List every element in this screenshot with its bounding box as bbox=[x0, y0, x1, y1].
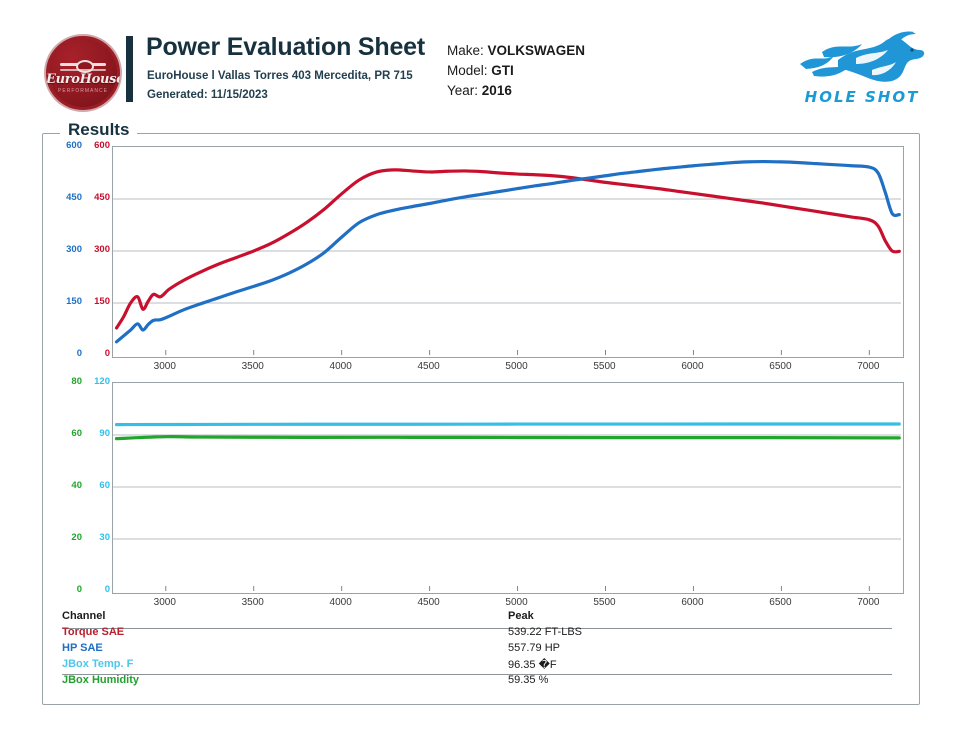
page-title: Power Evaluation Sheet bbox=[146, 33, 426, 61]
x-axis-tick-label: 7000 bbox=[857, 361, 880, 372]
channel-name: JBox Temp. F bbox=[62, 658, 134, 670]
y-axis-tick-label: 60 bbox=[99, 480, 110, 491]
environment-plot-svg bbox=[113, 422, 901, 591]
y-axis-tick-label: 600 bbox=[66, 140, 82, 151]
table-footer-rule bbox=[62, 674, 892, 675]
sheet-header: EuroHouse PERFORMANCE Power Evaluation S… bbox=[0, 0, 960, 120]
x-axis-tick-label: 5500 bbox=[593, 597, 616, 608]
vehicle-year-value: 2016 bbox=[481, 83, 512, 98]
channel-peak-table: Channel Peak Torque SAE 539.22 FT-LBS HP S… bbox=[62, 610, 892, 690]
power-torque-plot-svg bbox=[113, 159, 901, 355]
y-axis-tick-label: 0 bbox=[76, 584, 82, 595]
y-axis-tick-label: 30 bbox=[99, 532, 110, 543]
generated-date: Generated: 11/15/2023 bbox=[147, 89, 268, 101]
table-row: JBox Humidity 59.35 % bbox=[62, 674, 892, 690]
y-axis-tick-label: 120 bbox=[94, 376, 110, 387]
x-axis-tick-label: 3000 bbox=[153, 597, 176, 608]
x-axis-tick-label: 3000 bbox=[153, 361, 176, 372]
eurohouse-logo-subtext: PERFORMANCE bbox=[58, 88, 108, 94]
power-torque-chart bbox=[112, 146, 904, 358]
y-axis-tick-label: 80 bbox=[71, 376, 82, 387]
x-axis-tick-label: 6500 bbox=[769, 361, 792, 372]
flaming-horse-icon bbox=[800, 31, 925, 82]
x-axis-tick-label: 7000 bbox=[857, 597, 880, 608]
table-row: HP SAE 557.79 HP bbox=[62, 642, 892, 658]
y-axis-tick-label: 150 bbox=[94, 296, 110, 307]
x-axis-tick-label: 6000 bbox=[681, 597, 704, 608]
vehicle-make-label: Make: bbox=[447, 43, 484, 58]
x-axis-tick-label: 5500 bbox=[593, 361, 616, 372]
y-axis-tick-label: 300 bbox=[94, 244, 110, 255]
x-axis-tick-label: 4500 bbox=[417, 597, 440, 608]
vehicle-year-row: Year: 2016 bbox=[447, 81, 585, 101]
y-axis-tick-label: 90 bbox=[99, 428, 110, 439]
y-axis-tick-label: 450 bbox=[94, 192, 110, 203]
y-axis-tick-label: 600 bbox=[94, 140, 110, 151]
x-axis-tick-label: 6000 bbox=[681, 361, 704, 372]
x-axis-tick-label: 6500 bbox=[769, 597, 792, 608]
table-row: Torque SAE 539.22 FT-LBS bbox=[62, 626, 892, 642]
x-axis-tick-label: 5000 bbox=[505, 597, 528, 608]
channel-peak-value: 539.22 FT-LBS bbox=[508, 626, 582, 638]
vehicle-year-label: Year: bbox=[447, 83, 479, 98]
y-axis-tick-label: 0 bbox=[104, 348, 110, 359]
holeshot-logo-text: HOLE SHOT bbox=[804, 88, 920, 106]
y-axis-tick-label: 450 bbox=[66, 192, 82, 203]
results-title: Results bbox=[60, 120, 138, 140]
column-header-peak: Peak bbox=[508, 610, 534, 622]
table-row: JBox Temp. F 96.35 �F bbox=[62, 658, 892, 674]
table-header-row: Channel Peak bbox=[62, 610, 892, 626]
logo-bar-2 bbox=[60, 69, 106, 71]
results-group-box bbox=[42, 133, 920, 705]
channel-name: JBox Humidity bbox=[62, 674, 140, 686]
y-axis-tick-label: 20 bbox=[71, 532, 82, 543]
channel-peak-value: 59.35 % bbox=[508, 674, 549, 686]
y-axis-tick-label: 300 bbox=[66, 244, 82, 255]
channel-peak-value: 96.35 �F bbox=[508, 659, 557, 671]
eurohouse-logo: EuroHouse PERFORMANCE bbox=[44, 34, 122, 112]
column-header-channel: Channel bbox=[62, 610, 106, 622]
channel-peak-value: 557.79 HP bbox=[508, 642, 560, 654]
vehicle-info: Make: VOLKSWAGEN Model: GTI Year: 2016 bbox=[447, 41, 585, 101]
x-axis-tick-label: 4500 bbox=[417, 361, 440, 372]
holeshot-logo: HOLE SHOT bbox=[792, 28, 932, 108]
vehicle-make-row: Make: VOLKSWAGEN bbox=[447, 41, 585, 61]
vehicle-model-label: Model: bbox=[447, 63, 488, 78]
y-axis-tick-label: 40 bbox=[71, 480, 82, 491]
y-axis-tick-label: 0 bbox=[76, 348, 82, 359]
environment-chart bbox=[112, 382, 904, 594]
y-axis-tick-label: 60 bbox=[71, 428, 82, 439]
x-axis-tick-label: 5000 bbox=[505, 361, 528, 372]
channel-name: HP SAE bbox=[62, 642, 103, 654]
y-axis-tick-label: 0 bbox=[104, 584, 110, 595]
title-divider bbox=[126, 36, 133, 102]
x-axis-tick-label: 4000 bbox=[329, 597, 352, 608]
x-axis-tick-label: 3500 bbox=[241, 361, 264, 372]
x-axis-tick-label: 4000 bbox=[329, 361, 352, 372]
vehicle-model-row: Model: GTI bbox=[447, 61, 585, 81]
table-header-rule bbox=[62, 628, 892, 629]
vehicle-model-value: GTI bbox=[491, 63, 514, 78]
vehicle-make-value: VOLKSWAGEN bbox=[487, 43, 586, 58]
eurohouse-logo-text: EuroHouse bbox=[46, 72, 122, 87]
x-axis-tick-label: 3500 bbox=[241, 597, 264, 608]
table-body: Torque SAE 539.22 FT-LBS HP SAE 557.79 HP JB… bbox=[62, 626, 892, 690]
channel-name: Torque SAE bbox=[62, 626, 125, 638]
shop-address: EuroHouse l Vallas Torres 403 Mercedita,… bbox=[147, 70, 413, 82]
y-axis-tick-label: 150 bbox=[66, 296, 82, 307]
